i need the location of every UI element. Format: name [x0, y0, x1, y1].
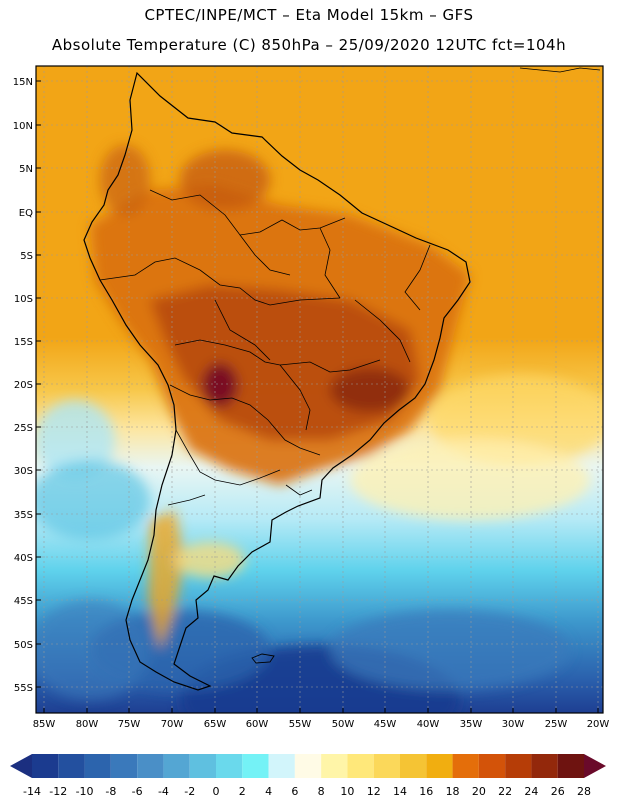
colorbar-label: 24	[524, 785, 538, 798]
colorbar-swatch	[452, 754, 479, 778]
colorbar-swatch	[58, 754, 85, 778]
lat-label: 10N	[13, 121, 33, 132]
colorbar-swatch	[400, 754, 427, 778]
colorbar-swatch	[84, 754, 111, 778]
lon-label: 55W	[289, 719, 312, 730]
colorbar-label: -2	[184, 785, 195, 798]
colorbar-label: -12	[49, 785, 67, 798]
lat-label: 30S	[14, 466, 33, 477]
lat-label: 5N	[19, 164, 33, 175]
lat-label: 50S	[14, 640, 33, 651]
lon-label: 50W	[332, 719, 355, 730]
colorbar-swatch	[426, 754, 453, 778]
colorbar-swatch	[189, 754, 216, 778]
lat-label: 35S	[14, 510, 33, 521]
colorbar-label: 28	[577, 785, 591, 798]
lat-label: 25S	[14, 423, 33, 434]
colorbar-swatch	[373, 754, 400, 778]
lon-label: 80W	[76, 719, 99, 730]
colorbar: -14 -12 -10 -8 -6 -4 -2 0 2 4 6 8 10 12 14 16 18 20 22 24 26…	[10, 754, 606, 798]
lat-label: EQ	[19, 208, 33, 219]
lon-label: 45W	[374, 719, 397, 730]
colorbar-swatch	[321, 754, 348, 778]
colorbar-label: 4	[265, 785, 272, 798]
colorbar-swatch	[242, 754, 269, 778]
lat-label: 15S	[14, 337, 33, 348]
colorbar-swatch	[531, 754, 558, 778]
colorbar-swatch	[216, 754, 243, 778]
colorbar-label: 26	[551, 785, 565, 798]
colorbar-label: -10	[76, 785, 94, 798]
temperature-field	[36, 66, 603, 713]
lat-label: 20S	[14, 380, 33, 391]
colorbar-low-arrow	[10, 754, 32, 778]
colorbar-swatch	[163, 754, 190, 778]
lat-label: 40S	[14, 553, 33, 564]
lat-label: 55S	[14, 683, 33, 694]
colorbar-label: 20	[472, 785, 486, 798]
colorbar-label: -6	[132, 785, 143, 798]
falkland-islands	[251, 653, 275, 664]
latitude-labels: 15N 10N 5N EQ 5S 10S 15S 20S 25S 30S 35S…	[13, 77, 33, 694]
lon-label: 70W	[161, 719, 184, 730]
colorbar-label: 6	[291, 785, 298, 798]
lon-label: 35W	[460, 719, 483, 730]
lon-label: 65W	[204, 719, 227, 730]
colorbar-swatch	[505, 754, 532, 778]
map-frame	[35, 65, 604, 714]
lon-label: 20W	[587, 719, 610, 730]
lon-label: 25W	[545, 719, 568, 730]
map-title-line1: CPTEC/INPE/MCT – Eta Model 15km – GFS	[144, 6, 474, 24]
lat-label: 5S	[20, 251, 33, 262]
colorbar-label: -14	[23, 785, 41, 798]
colorbar-label: 0	[213, 785, 220, 798]
colorbar-swatch	[32, 754, 59, 778]
colorbar-swatch	[294, 754, 322, 778]
lon-label: 60W	[246, 719, 269, 730]
lat-label: 45S	[14, 596, 33, 607]
colorbar-label: 18	[446, 785, 460, 798]
country-borders	[99, 189, 431, 506]
colorbar-label: 2	[239, 785, 246, 798]
colorbar-label: 22	[498, 785, 512, 798]
axis-ticks	[36, 80, 599, 713]
lon-label: 75W	[118, 719, 141, 730]
lon-label: 30W	[502, 719, 525, 730]
map-title-line2: Absolute Temperature (C) 850hPa – 25/09/…	[51, 36, 567, 54]
colorbar-swatch	[557, 754, 584, 778]
longitude-labels: 85W 80W 75W 70W 65W 60W 55W 50W 45W 40W …	[33, 719, 610, 730]
colorbar-swatch	[478, 754, 506, 778]
caribbean-islands	[519, 67, 601, 73]
colorbar-label: -4	[158, 785, 169, 798]
colorbar-swatch	[347, 754, 374, 778]
colorbar-high-arrow	[584, 754, 606, 778]
colorbar-swatch	[268, 754, 295, 778]
lat-label: 10S	[14, 294, 33, 305]
colorbar-swatch	[110, 754, 138, 778]
colorbar-label: 12	[367, 785, 381, 798]
lat-label: 15N	[13, 77, 33, 88]
lon-label: 85W	[33, 719, 56, 730]
lon-label: 40W	[417, 719, 440, 730]
colorbar-label: -8	[105, 785, 116, 798]
colorbar-label: 14	[393, 785, 407, 798]
colorbar-label: 16	[419, 785, 433, 798]
colorbar-swatch	[137, 754, 164, 778]
colorbar-label: 8	[318, 785, 325, 798]
colorbar-label: 10	[340, 785, 354, 798]
south-america-coastline	[83, 71, 471, 691]
